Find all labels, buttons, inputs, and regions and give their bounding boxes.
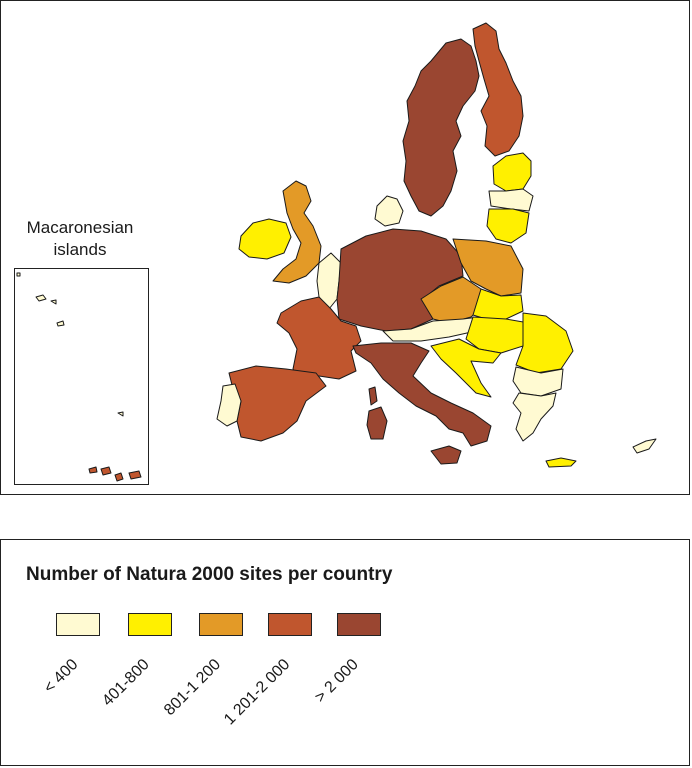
country-estonia: [492, 152, 532, 192]
legend-label-2: 401-800: [99, 656, 154, 710]
island-cyprus: [632, 438, 657, 454]
country-slovakia: [472, 288, 524, 320]
country-france: [276, 296, 362, 382]
country-latvia: [488, 188, 534, 212]
legend-swatch-1: [56, 613, 100, 636]
country-romania: [515, 312, 574, 374]
island-corsica: [368, 386, 378, 406]
legend-swatch-2: [128, 613, 172, 636]
island-sicily: [430, 445, 462, 465]
country-hungary: [465, 316, 530, 354]
country-bulgaria: [512, 366, 564, 397]
country-portugal: [216, 383, 242, 427]
country-poland: [452, 238, 524, 297]
inset-label-line1: Macaronesian: [26, 218, 134, 237]
inset-label-line2: islands: [53, 240, 107, 259]
country-slovenia-croatia: [430, 338, 502, 398]
country-ireland: [238, 218, 292, 260]
europe-map: [16, 22, 657, 482]
country-sweden-norway: [402, 38, 480, 217]
country-lithuania: [486, 208, 530, 244]
legend-swatch-4: [268, 613, 312, 636]
legend-title: Number of Natura 2000 sites per country: [26, 564, 393, 585]
country-finland: [472, 22, 524, 157]
country-greece: [512, 392, 557, 442]
island-crete: [545, 457, 577, 468]
inset-label: Macaronesian islands: [11, 217, 149, 261]
legend-panel: Number of Natura 2000 sites per country …: [0, 539, 690, 766]
legend-swatch-5: [337, 613, 381, 636]
map-panel: Macaronesian islands: [0, 0, 690, 495]
inset-canaries: [88, 466, 142, 482]
island-sardinia: [366, 406, 388, 440]
legend-label-5: > 2 000: [311, 656, 363, 707]
country-italy: [352, 342, 492, 447]
country-denmark: [374, 195, 404, 227]
legend-swatch-3: [199, 613, 243, 636]
country-uk: [272, 180, 322, 284]
legend-label-3: 801-1 200: [161, 656, 225, 719]
country-spain: [228, 365, 327, 442]
legend-label-4: 1 201-2 000: [220, 656, 294, 729]
inset-madeira: [56, 320, 124, 417]
macaronesian-inset: [14, 268, 149, 485]
inset-azores: [16, 272, 57, 305]
legend-label-1: < 400: [40, 656, 82, 697]
